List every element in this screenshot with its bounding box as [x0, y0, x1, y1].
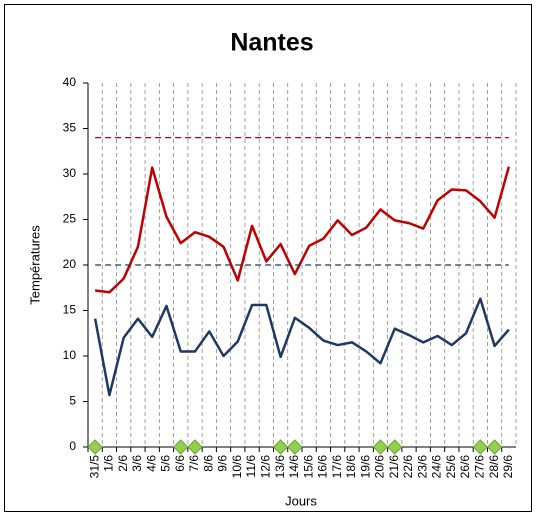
x-tick-label: 11/6: [244, 455, 258, 478]
x-tick-label: 31/5: [87, 455, 101, 479]
x-tick-label: 29/6: [501, 455, 515, 479]
x-tick-label: 7/6: [187, 455, 201, 472]
x-tick-label: 13/6: [273, 455, 287, 479]
y-tick-label: 25: [63, 212, 77, 226]
x-tick-label: 26/6: [458, 455, 472, 479]
y-axis-title: Températures: [27, 225, 42, 305]
x-tick-label: 10/6: [230, 455, 244, 479]
diamond-marker: [372, 439, 389, 455]
x-tick-label: 27/6: [473, 455, 487, 479]
x-tick-label: 1/6: [102, 455, 116, 472]
x-tick-label: 23/6: [415, 455, 429, 479]
series-line: [94, 166, 511, 294]
diamond-marker: [187, 439, 203, 455]
y-tick-label: 30: [63, 166, 77, 180]
x-tick-label: 15/6: [301, 455, 315, 479]
x-tick-label: 8/6: [201, 455, 215, 472]
x-tick-label: 22/6: [401, 455, 415, 479]
y-tick-label: 5: [69, 394, 76, 408]
diamond-marker: [486, 439, 503, 455]
y-tick-label: 15: [63, 303, 77, 317]
chart-title: Nantes: [230, 29, 313, 57]
x-tick-label: 21/6: [387, 455, 401, 479]
x-axis-title: Jours: [285, 493, 317, 508]
y-tick-label: 40: [63, 75, 77, 89]
x-tick-label: 6/6: [173, 455, 187, 472]
x-tick-label: 9/6: [216, 455, 230, 472]
x-tick-label: 3/6: [130, 455, 144, 472]
x-tick-label: 5/6: [159, 455, 173, 472]
y-tick-label: 0: [69, 439, 76, 453]
diamond-marker: [87, 439, 103, 455]
x-tick-label: 12/6: [259, 455, 273, 479]
x-tick-label: 2/6: [116, 455, 130, 472]
x-tick-label: 24/6: [430, 455, 444, 479]
x-tick-label: 25/6: [444, 455, 458, 479]
y-tick-label: 10: [63, 348, 77, 362]
diamond-marker: [387, 439, 403, 455]
x-tick-label: 20/6: [373, 455, 387, 479]
x-tick-label: 4/6: [144, 455, 158, 472]
x-tick-label: 18/6: [344, 455, 358, 479]
series-line: [93, 297, 510, 397]
y-tick-label: 20: [63, 257, 77, 271]
x-tick-label: 28/6: [487, 455, 501, 479]
diamond-marker: [173, 439, 189, 455]
diamond-marker: [287, 439, 303, 455]
x-tick-label: 14/6: [287, 455, 301, 479]
x-tick-label: 16/6: [316, 455, 330, 479]
x-tick-label: 17/6: [330, 455, 344, 479]
diamond-marker: [272, 439, 289, 455]
y-tick-label: 35: [63, 121, 77, 135]
diamond-marker: [472, 439, 489, 455]
x-tick-label: 19/6: [358, 455, 372, 479]
